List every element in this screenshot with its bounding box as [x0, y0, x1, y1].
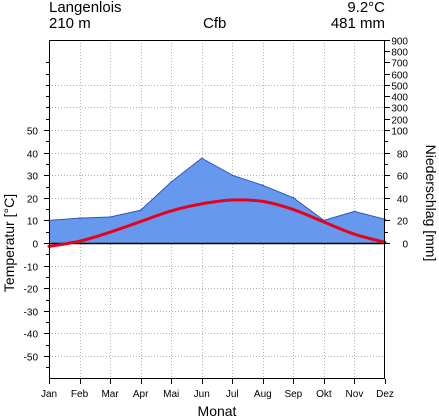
precipitation-tick-label: 20 — [397, 217, 409, 228]
station-name: Langenlois — [49, 0, 122, 16]
temperature-curve — [47, 198, 387, 248]
temperature-point — [139, 220, 142, 223]
precipitation-point — [170, 181, 172, 183]
grid-lines — [49, 40, 385, 379]
month-label: Jun — [194, 389, 210, 400]
precipitation-tick-label: 500 — [391, 82, 408, 93]
temperature-point — [170, 209, 173, 212]
temperature-tick-label: -50 — [24, 353, 39, 364]
precipitation-tick-label: 40 — [397, 195, 409, 206]
precipitation-line — [48, 157, 386, 221]
temperature-point — [353, 233, 356, 236]
annual-precipitation: 481 mm — [330, 15, 385, 32]
temperature-point — [231, 199, 234, 202]
temperature-tick-label: -10 — [24, 263, 39, 274]
month-label: Apr — [133, 389, 149, 400]
precipitation-tick-label: 300 — [391, 104, 408, 115]
station-altitude: 210 m — [49, 15, 91, 32]
precipitation-point — [292, 197, 295, 199]
temperature-point — [109, 231, 112, 234]
precipitation-point — [262, 184, 264, 187]
month-label: Okt — [316, 389, 332, 400]
precipitation-tick-label: 0 — [402, 240, 408, 251]
temperature-tick-label: -30 — [24, 308, 39, 319]
month-label: Aug — [254, 389, 272, 400]
precipitation-point — [353, 210, 356, 213]
precipitation-point — [109, 216, 111, 218]
precipitation-point — [231, 174, 234, 176]
month-label: Sep — [284, 389, 302, 400]
month-label: Nov — [346, 389, 364, 400]
precipitation-tick-label: 800 — [391, 48, 408, 59]
temperature-point — [261, 200, 264, 203]
temperature-tick-label: 0 — [32, 240, 38, 251]
temperature-axis-title: Temperatur [°C] — [1, 194, 17, 292]
temperature-tick-label: 40 — [27, 150, 39, 161]
precipitation-point — [139, 209, 142, 212]
precipitation-point — [78, 217, 81, 219]
month-label: Dez — [376, 389, 394, 400]
temperature-tick-label: -20 — [24, 285, 39, 296]
precipitation-axis-title: Niederschlag [mm] — [423, 145, 439, 262]
mean-annual-temperature: 9.2°C — [347, 0, 385, 16]
temperature-point — [322, 220, 325, 223]
month-label: Feb — [71, 389, 89, 400]
temperature-tick-label: -40 — [24, 330, 39, 341]
month-label: Mar — [101, 389, 119, 400]
precipitation-tick-label: 600 — [391, 71, 408, 82]
precipitation-tick-label: 200 — [391, 116, 408, 127]
month-label: Mai — [163, 389, 179, 400]
temperature-point — [78, 240, 81, 243]
precipitation-tick-label: 60 — [397, 172, 409, 183]
precipitation-tick-label: 100 — [391, 127, 408, 138]
climate-classification: Cfb — [203, 15, 227, 32]
temperature-point — [200, 202, 203, 205]
temperature-point — [292, 208, 295, 211]
precipitation-tick-label: 80 — [397, 150, 409, 161]
month-label: Jan — [41, 389, 57, 400]
temperature-tick-label: 10 — [27, 217, 39, 228]
month-label: Jul — [226, 389, 239, 400]
precipitation-point — [200, 157, 203, 160]
plot-frame — [49, 40, 385, 379]
temperature-tick-label: 20 — [27, 195, 39, 206]
precipitation-tick-label: 700 — [391, 59, 408, 70]
temperature-tick-label: 50 — [27, 127, 39, 138]
precipitation-tick-label: 900 — [391, 37, 408, 48]
x-axis-title: Monat — [198, 403, 237, 418]
precipitation-tick-label: 400 — [391, 93, 408, 104]
temperature-tick-label: 30 — [27, 172, 39, 183]
